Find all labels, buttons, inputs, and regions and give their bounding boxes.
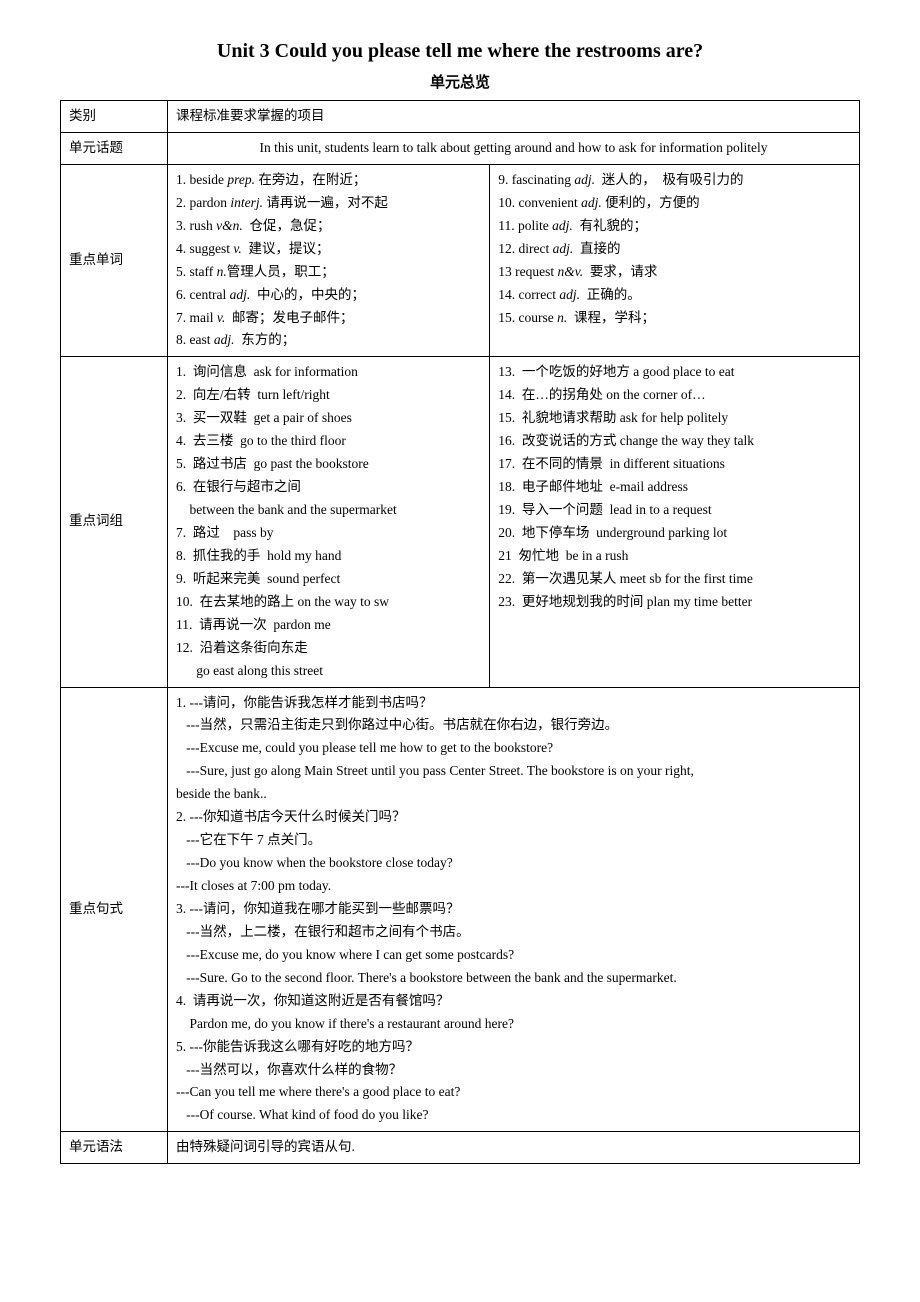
page-title: Unit 3 Could you please tell me where th…	[60, 40, 860, 63]
list-item: 6. 在银行与超市之间	[176, 476, 481, 499]
phrases-label: 重点词组	[61, 357, 168, 687]
sentence-line: ---It closes at 7:00 pm today.	[176, 875, 851, 898]
list-item: 9. fascinating adj. 迷人的， 极有吸引力的	[498, 169, 851, 192]
sentences-content: 1. ---请问，你能告诉我怎样才能到书店吗？ ---当然，只需沿主街走只到你路…	[168, 687, 860, 1132]
sentence-line: ---当然，只需沿主街走只到你路过中心街。书店就在你右边，银行旁边。	[176, 714, 851, 737]
phrases-left: 1. 询问信息 ask for information2. 向左/右转 turn…	[168, 357, 490, 687]
list-item: 20. 地下停车场 underground parking lot	[498, 522, 851, 545]
list-item: 14. correct adj. 正确的。	[498, 284, 851, 307]
list-item: 2. 向左/右转 turn left/right	[176, 384, 481, 407]
header-col2: 课程标准要求掌握的项目	[168, 101, 860, 133]
list-item: 11. 请再说一次 pardon me	[176, 614, 481, 637]
list-item: 21 匆忙地 be in a rush	[498, 545, 851, 568]
sentence-line: 4. 请再说一次，你知道这附近是否有餐馆吗？	[176, 990, 851, 1013]
sentences-row: 重点句式 1. ---请问，你能告诉我怎样才能到书店吗？ ---当然，只需沿主街…	[61, 687, 860, 1132]
sentence-line: ---它在下午 7 点关门。	[176, 829, 851, 852]
sentence-line: 1. ---请问，你能告诉我怎样才能到书店吗？	[176, 692, 851, 715]
sentence-line: ---Excuse me, could you please tell me h…	[176, 737, 851, 760]
list-item: 14. 在…的拐角处 on the corner of…	[498, 384, 851, 407]
topic-text: In this unit, students learn to talk abo…	[168, 132, 860, 164]
sentence-line: ---Of course. What kind of food do you l…	[176, 1104, 851, 1127]
sentence-line: Pardon me, do you know if there's a rest…	[176, 1013, 851, 1036]
list-item: 8. 抓住我的手 hold my hand	[176, 545, 481, 568]
list-item: between the bank and the supermarket	[176, 499, 481, 522]
list-item: 9. 听起来完美 sound perfect	[176, 568, 481, 591]
list-item: 5. staff n.管理人员，职工；	[176, 261, 481, 284]
sentence-line: ---Do you know when the bookstore close …	[176, 852, 851, 875]
vocab-left: 1. beside prep. 在旁边，在附近；2. pardon interj…	[168, 164, 490, 357]
list-item: go east along this street	[176, 660, 481, 683]
list-item: 4. suggest v. 建议，提议；	[176, 238, 481, 261]
list-item: 10. 在去某地的路上 on the way to sw	[176, 591, 481, 614]
list-item: 7. mail v. 邮寄；发电子邮件；	[176, 307, 481, 330]
list-item: 8. east adj. 东方的；	[176, 329, 481, 352]
header-row: 类别 课程标准要求掌握的项目	[61, 101, 860, 133]
sentence-line: 2. ---你知道书店今天什么时候关门吗？	[176, 806, 851, 829]
list-item: 18. 电子邮件地址 e-mail address	[498, 476, 851, 499]
phrases-row: 重点词组 1. 询问信息 ask for information2. 向左/右转…	[61, 357, 860, 687]
topic-row: 单元话题 In this unit, students learn to tal…	[61, 132, 860, 164]
sentence-line: ---Excuse me, do you know where I can ge…	[176, 944, 851, 967]
list-item: 10. convenient adj. 便利的，方便的	[498, 192, 851, 215]
list-item: 1. beside prep. 在旁边，在附近；	[176, 169, 481, 192]
list-item: 15. course n. 课程，学科；	[498, 307, 851, 330]
list-item: 3. rush v&n. 仓促，急促；	[176, 215, 481, 238]
list-item: 4. 去三楼 go to the third floor	[176, 430, 481, 453]
list-item: 6. central adj. 中心的，中央的；	[176, 284, 481, 307]
list-item: 15. 礼貌地请求帮助 ask for help politely	[498, 407, 851, 430]
list-item: 16. 改变说话的方式 change the way they talk	[498, 430, 851, 453]
list-item: 23. 更好地规划我的时间 plan my time better	[498, 591, 851, 614]
vocab-right: 9. fascinating adj. 迷人的， 极有吸引力的10. conve…	[490, 164, 860, 357]
list-item: 12. direct adj. 直接的	[498, 238, 851, 261]
list-item: 3. 买一双鞋 get a pair of shoes	[176, 407, 481, 430]
list-item: 2. pardon interj. 请再说一遍，对不起	[176, 192, 481, 215]
sentence-line: ---当然可以，你喜欢什么样的食物？	[176, 1059, 851, 1082]
header-col1: 类别	[61, 101, 168, 133]
list-item: 13. 一个吃饭的好地方 a good place to eat	[498, 361, 851, 384]
page-subtitle: 单元总览	[60, 71, 860, 92]
list-item: 12. 沿着这条街向东走	[176, 637, 481, 660]
list-item: 1. 询问信息 ask for information	[176, 361, 481, 384]
overview-table: 类别 课程标准要求掌握的项目 单元话题 In this unit, studen…	[60, 100, 860, 1164]
topic-label: 单元话题	[61, 132, 168, 164]
sentence-line: 5. ---你能告诉我这么哪有好吃的地方吗？	[176, 1036, 851, 1059]
grammar-label: 单元语法	[61, 1132, 168, 1164]
sentence-line: ---Sure. Go to the second floor. There's…	[176, 967, 851, 990]
list-item: 7. 路过 pass by	[176, 522, 481, 545]
sentence-line: beside the bank..	[176, 783, 851, 806]
list-item: 5. 路过书店 go past the bookstore	[176, 453, 481, 476]
grammar-text: 由特殊疑问词引导的宾语从句.	[168, 1132, 860, 1164]
vocab-row: 重点单词 1. beside prep. 在旁边，在附近；2. pardon i…	[61, 164, 860, 357]
list-item: 17. 在不同的情景 in different situations	[498, 453, 851, 476]
list-item: 22. 第一次遇见某人 meet sb for the first time	[498, 568, 851, 591]
sentences-label: 重点句式	[61, 687, 168, 1132]
vocab-label: 重点单词	[61, 164, 168, 357]
sentence-line: 3. ---请问，你知道我在哪才能买到一些邮票吗？	[176, 898, 851, 921]
list-item: 11. polite adj. 有礼貌的；	[498, 215, 851, 238]
sentence-line: ---Can you tell me where there's a good …	[176, 1081, 851, 1104]
list-item: 13 request n&v. 要求，请求	[498, 261, 851, 284]
sentence-line: ---Sure, just go along Main Street until…	[176, 760, 851, 783]
phrases-right: 13. 一个吃饭的好地方 a good place to eat14. 在…的拐…	[490, 357, 860, 687]
sentence-line: ---当然，上二楼，在银行和超市之间有个书店。	[176, 921, 851, 944]
grammar-row: 单元语法 由特殊疑问词引导的宾语从句.	[61, 1132, 860, 1164]
list-item: 19. 导入一个问题 lead in to a request	[498, 499, 851, 522]
